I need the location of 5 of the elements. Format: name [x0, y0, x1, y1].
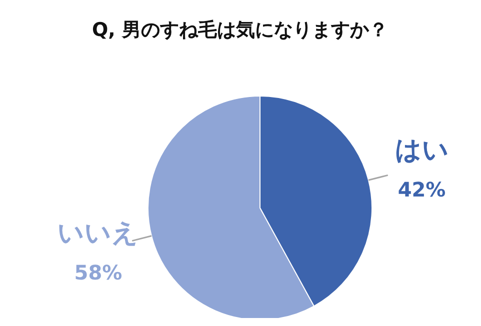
data-label: 58%	[74, 260, 122, 285]
slice-label: はい	[394, 135, 449, 166]
data-label: 42%	[398, 177, 446, 202]
slice-label: いいえ	[58, 218, 139, 249]
chart-title: Q, 男のすね毛は気になりますか？	[92, 19, 388, 41]
